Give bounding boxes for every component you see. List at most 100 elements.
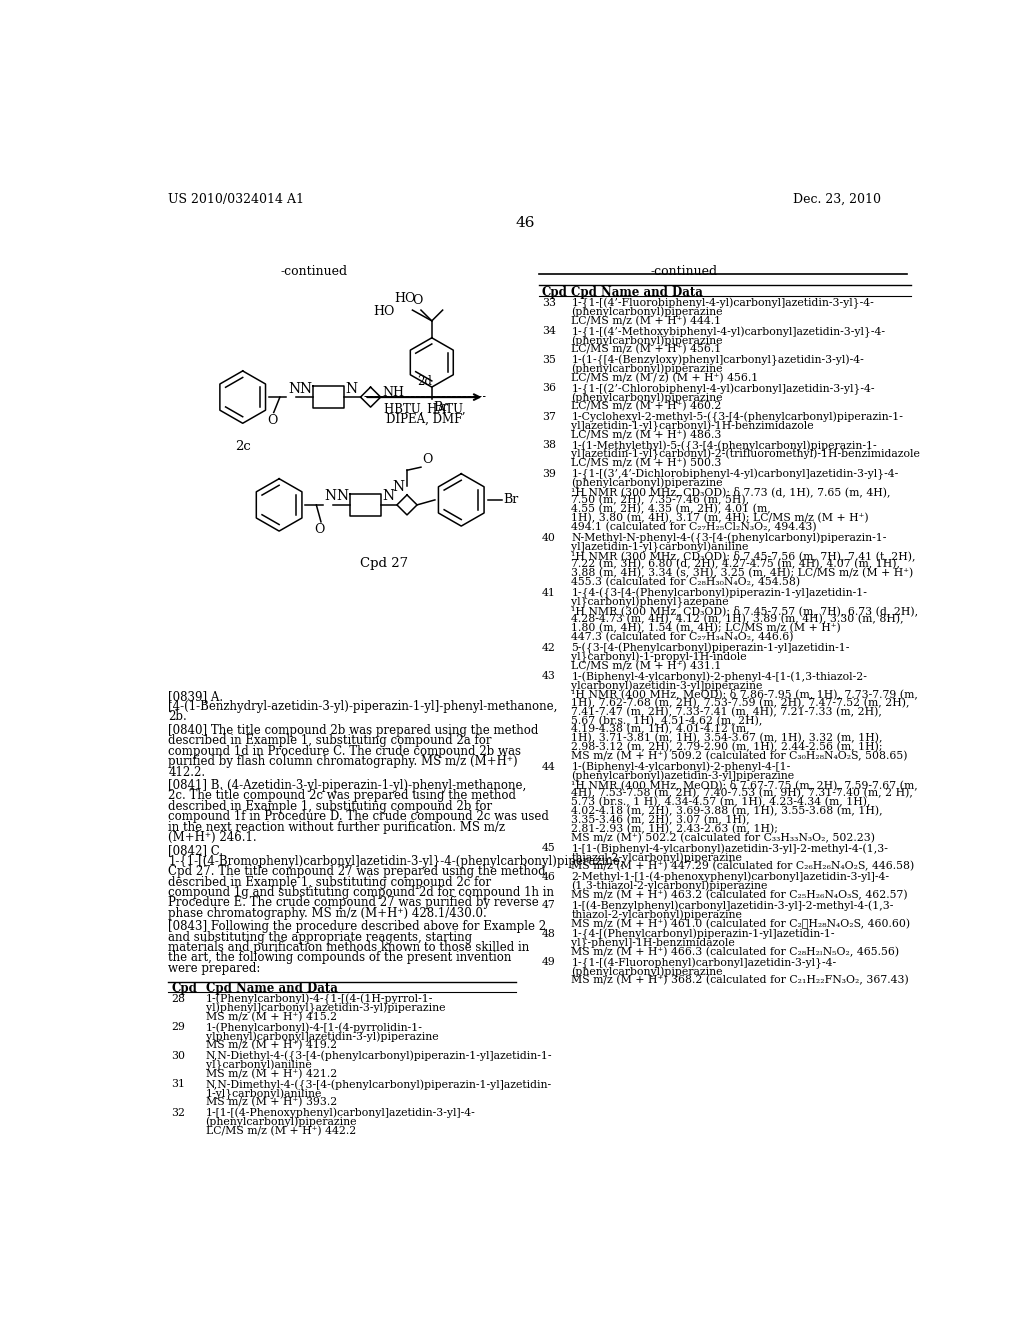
- Text: 7.22 (m, 3H), 6.80 (d, 2H), 4.27-4.75 (m, 4H), 4.07 (m, 1H),: 7.22 (m, 3H), 6.80 (d, 2H), 4.27-4.75 (m…: [571, 560, 900, 569]
- Text: 1-{1-[(4’-Methoxybiphenyl-4-yl)carbonyl]azetidin-3-yl}-4-: 1-{1-[(4’-Methoxybiphenyl-4-yl)carbonyl]…: [571, 326, 886, 338]
- Text: the art, the following compounds of the present invention: the art, the following compounds of the …: [168, 952, 512, 965]
- Text: Cpd: Cpd: [171, 982, 198, 995]
- Text: Cpd Name and Data: Cpd Name and Data: [206, 982, 337, 995]
- Text: LC/MS m/z (M + H⁺) 442.2: LC/MS m/z (M + H⁺) 442.2: [206, 1126, 355, 1135]
- Text: 2d: 2d: [417, 375, 432, 388]
- Text: 39: 39: [542, 469, 556, 479]
- Text: 1-{1-[(2’-Chlorobiphenyl-4-yl)carbonyl]azetidin-3-yl}-4-: 1-{1-[(2’-Chlorobiphenyl-4-yl)carbonyl]a…: [571, 383, 874, 395]
- Text: 36: 36: [542, 383, 556, 393]
- Text: (phenylcarbonyl)azetidin-3-yl]piperazine: (phenylcarbonyl)azetidin-3-yl]piperazine: [571, 771, 795, 781]
- Text: 3.35-3.46 (m, 2H), 3.07 (m, 1H),: 3.35-3.46 (m, 2H), 3.07 (m, 1H),: [571, 814, 750, 825]
- Text: 1H), 3.80 (m, 4H), 3.17 (m, 4H); LC/MS m/z (M + H⁺): 1H), 3.80 (m, 4H), 3.17 (m, 4H); LC/MS m…: [571, 513, 869, 523]
- Text: yl}carbonyl)aniline: yl}carbonyl)aniline: [206, 1060, 311, 1071]
- Text: 1-(Phenylcarbonyl)-4-{1-[(4-(1H-pyrrol-1-: 1-(Phenylcarbonyl)-4-{1-[(4-(1H-pyrrol-1…: [206, 994, 433, 1006]
- Text: [0843] Following the procedure described above for Example 2: [0843] Following the procedure described…: [168, 920, 547, 933]
- Text: 1-{1-[(3’,4’-Dichlorobiphenyl-4-yl)carbonyl]azetidin-3-yl}-4-: 1-{1-[(3’,4’-Dichlorobiphenyl-4-yl)carbo…: [571, 469, 898, 480]
- Text: (phenylcarbonyl)piperazine: (phenylcarbonyl)piperazine: [206, 1117, 357, 1127]
- Text: compound 1d in Procedure C. The crude compound 2b was: compound 1d in Procedure C. The crude co…: [168, 744, 521, 758]
- Text: 2b.: 2b.: [168, 710, 187, 723]
- Text: LC/MS m/z (M / z) (M + H⁺) 456.1: LC/MS m/z (M / z) (M + H⁺) 456.1: [571, 372, 759, 383]
- Text: -continued: -continued: [651, 264, 718, 277]
- Text: compound 1f in Procedure D. The crude compound 2c was used: compound 1f in Procedure D. The crude co…: [168, 810, 549, 824]
- Text: O: O: [412, 294, 422, 308]
- Text: 48: 48: [542, 929, 556, 939]
- Text: 4.55 (m, 2H), 4.35 (m, 2H), 4.01 (m,: 4.55 (m, 2H), 4.35 (m, 2H), 4.01 (m,: [571, 504, 771, 515]
- Text: described in Example 1, substituting compound 2a for: described in Example 1, substituting com…: [168, 734, 492, 747]
- Text: 494.1 (calculated for C₂₇H₂₅Cl₂N₃O₂, 494.43): 494.1 (calculated for C₂₇H₂₅Cl₂N₃O₂, 494…: [571, 521, 817, 532]
- Text: 4H), 7.53-7.58 (m, 2H), 7.40-7.53 (m, 9H), 7.31-7.40 (m, 2 H),: 4H), 7.53-7.58 (m, 2H), 7.40-7.53 (m, 9H…: [571, 788, 913, 799]
- Text: LC/MS m/z (M + H⁺) 431.1: LC/MS m/z (M + H⁺) 431.1: [571, 660, 722, 671]
- Text: 35: 35: [542, 355, 556, 364]
- Text: described in Example 1, substituting compound 2c for: described in Example 1, substituting com…: [168, 875, 492, 888]
- Text: DIPEA, DMF: DIPEA, DMF: [386, 412, 463, 425]
- Text: described in Example 1, substituting compound 2b for: described in Example 1, substituting com…: [168, 800, 493, 813]
- Text: yl}-phenyl]-1H-benzimidazole: yl}-phenyl]-1H-benzimidazole: [571, 937, 735, 949]
- Text: 1-(Biphenyl-4-ylcarbonyl)-2-phenyl-4-[1-: 1-(Biphenyl-4-ylcarbonyl)-2-phenyl-4-[1-: [571, 762, 791, 772]
- Text: [0840] The title compound 2b was prepared using the method: [0840] The title compound 2b was prepare…: [168, 723, 539, 737]
- Text: Br: Br: [433, 401, 449, 414]
- Text: MS m/z (M + H⁺) 463.2 (calculated for C₂₅H₂₆N₄O₃S, 462.57): MS m/z (M + H⁺) 463.2 (calculated for C₂…: [571, 890, 908, 900]
- Text: purified by flash column chromatography. MS m/z (M+H⁺): purified by flash column chromatography.…: [168, 755, 518, 768]
- Text: 28: 28: [171, 994, 185, 1003]
- Text: 7.50 (m, 2H), 7.35-7.46 (m, 5H),: 7.50 (m, 2H), 7.35-7.46 (m, 5H),: [571, 495, 750, 506]
- Text: 1-[1-(Biphenyl-4-ylcarbonyl)azetidin-3-yl]-2-methyl-4-(1,3-: 1-[1-(Biphenyl-4-ylcarbonyl)azetidin-3-y…: [571, 843, 888, 854]
- Text: 1.80 (m, 4H), 1.54 (m, 4H); LC/MS m/z (M + H⁺): 1.80 (m, 4H), 1.54 (m, 4H); LC/MS m/z (M…: [571, 623, 841, 634]
- Text: 2c. The title compound 2c was prepared using the method: 2c. The title compound 2c was prepared u…: [168, 789, 516, 803]
- Text: HBTU, HATU,: HBTU, HATU,: [384, 404, 465, 416]
- Text: -continued: -continued: [281, 264, 347, 277]
- Text: 45: 45: [542, 843, 556, 853]
- Text: 46: 46: [515, 216, 535, 230]
- Text: MS m/z (M + H⁺) 415.2: MS m/z (M + H⁺) 415.2: [206, 1011, 337, 1022]
- Text: yl}carbonyl)-1-propyl-1H-indole: yl}carbonyl)-1-propyl-1H-indole: [571, 652, 746, 663]
- Text: 1-{1-[(4-Fluorophenyl)carbonyl]azetidin-3-yl}-4-: 1-{1-[(4-Fluorophenyl)carbonyl]azetidin-…: [571, 957, 837, 969]
- Text: US 2010/0324014 A1: US 2010/0324014 A1: [168, 193, 304, 206]
- Text: (phenylcarbonyl)piperazine: (phenylcarbonyl)piperazine: [571, 392, 723, 403]
- Text: (phenylcarbonyl)piperazine: (phenylcarbonyl)piperazine: [571, 363, 723, 374]
- Text: (phenylcarbonyl)piperazine: (phenylcarbonyl)piperazine: [571, 966, 723, 977]
- Text: 41: 41: [542, 587, 556, 598]
- Text: thiazol-2-ylcarbonyl)piperazine: thiazol-2-ylcarbonyl)piperazine: [571, 853, 742, 863]
- Text: LC/MS m/z (M + H⁺) 486.3: LC/MS m/z (M + H⁺) 486.3: [571, 429, 722, 440]
- Text: LC/MS m/z (M + H⁺) 444.1: LC/MS m/z (M + H⁺) 444.1: [571, 315, 722, 326]
- Text: Cpd 27: Cpd 27: [359, 557, 408, 570]
- Text: (phenylcarbonyl)piperazine: (phenylcarbonyl)piperazine: [571, 478, 723, 488]
- Text: compound 1g and substituting compound 2d for compound 1h in: compound 1g and substituting compound 2d…: [168, 886, 554, 899]
- Text: 2-Methyl-1-[1-(4-phenoxyphenyl)carbonyl]azetidin-3-yl]-4-: 2-Methyl-1-[1-(4-phenoxyphenyl)carbonyl]…: [571, 871, 889, 882]
- Text: LC/MS m/z (M + H⁺) 500.3: LC/MS m/z (M + H⁺) 500.3: [571, 458, 722, 469]
- Text: 447.3 (calculated for C₂₇H₃₄N₄O₂, 446.6): 447.3 (calculated for C₂₇H₃₄N₄O₂, 446.6): [571, 632, 794, 643]
- Text: yl}carbonyl)phenyl}azepane: yl}carbonyl)phenyl}azepane: [571, 597, 729, 609]
- Text: materials and purification methods known to those skilled in: materials and purification methods known…: [168, 941, 529, 954]
- Text: MS m/z (M + H⁺) 419.2: MS m/z (M + H⁺) 419.2: [206, 1040, 337, 1051]
- Text: yl]azetidin-1-yl}carbonyl)aniline: yl]azetidin-1-yl}carbonyl)aniline: [571, 541, 749, 553]
- Text: Procedure E. The crude compound 27 was purified by reverse: Procedure E. The crude compound 27 was p…: [168, 896, 539, 909]
- Text: 4.19-4.38 (m, 1H), 4.01-4.12 (m,: 4.19-4.38 (m, 1H), 4.01-4.12 (m,: [571, 725, 750, 735]
- Text: 1H), 7.62-7.68 (m, 2H), 7.53-7.59 (m, 2H), 7.47-7.52 (m, 2H),: 1H), 7.62-7.68 (m, 2H), 7.53-7.59 (m, 2H…: [571, 698, 909, 708]
- Text: ylcarbonyl)azetidin-3-yl]piperazine: ylcarbonyl)azetidin-3-yl]piperazine: [571, 680, 763, 690]
- Text: were prepared:: were prepared:: [168, 962, 261, 975]
- Text: MS m/z (M + H⁺) 509.2 (calculated for C₃₀H₂₈N₄O₂S, 508.65): MS m/z (M + H⁺) 509.2 (calculated for C₃…: [571, 751, 908, 762]
- Text: MS m/z (M + H⁺) 368.2 (calculated for C₂₁H₂₂FN₃O₂, 367.43): MS m/z (M + H⁺) 368.2 (calculated for C₂…: [571, 975, 909, 985]
- Text: (phenylcarbonyl)piperazine: (phenylcarbonyl)piperazine: [571, 335, 723, 346]
- Text: 1-{1-[(4’-Fluorobiphenyl-4-yl)carbonyl]azetidin-3-yl}-4-: 1-{1-[(4’-Fluorobiphenyl-4-yl)carbonyl]a…: [571, 298, 874, 309]
- Text: 5.67 (br.s., 1H), 4.51-4.62 (m, 2H),: 5.67 (br.s., 1H), 4.51-4.62 (m, 2H),: [571, 715, 763, 726]
- Text: HO: HO: [373, 305, 394, 318]
- Text: ¹H NMR (300 MHz, CD₃OD): δ 7.45-7.56 (m, 7H), 7.41 (t, 2H),: ¹H NMR (300 MHz, CD₃OD): δ 7.45-7.56 (m,…: [571, 550, 915, 561]
- Text: Cpd: Cpd: [542, 286, 567, 300]
- Text: 34: 34: [542, 326, 556, 337]
- Text: 5-({3-[4-(Phenylcarbonyl)piperazin-1-yl]azetidin-1-: 5-({3-[4-(Phenylcarbonyl)piperazin-1-yl]…: [571, 643, 850, 655]
- Text: ylphenyl)carbonyl]azetidin-3-yl)piperazine: ylphenyl)carbonyl]azetidin-3-yl)piperazi…: [206, 1031, 438, 1041]
- Text: thiazol-2-ylcarbonyl)piperazine: thiazol-2-ylcarbonyl)piperazine: [571, 909, 742, 920]
- Text: N,N-Dimethyl-4-({3-[4-(phenylcarbonyl)piperazin-1-yl]azetidin-: N,N-Dimethyl-4-({3-[4-(phenylcarbonyl)pi…: [206, 1080, 552, 1090]
- Text: N-Methyl-N-phenyl-4-({3-[4-(phenylcarbonyl)piperazin-1-: N-Methyl-N-phenyl-4-({3-[4-(phenylcarbon…: [571, 533, 887, 544]
- Text: N: N: [289, 381, 301, 396]
- Text: NH: NH: [382, 385, 404, 399]
- Text: [4-(1-Benzhydryl-azetidin-3-yl)-piperazin-1-yl]-phenyl-methanone,: [4-(1-Benzhydryl-azetidin-3-yl)-piperazi…: [168, 700, 558, 713]
- Text: 29: 29: [171, 1022, 185, 1032]
- Text: N: N: [382, 490, 394, 503]
- Text: [0842] C.: [0842] C.: [168, 845, 223, 858]
- Text: 1-yl}carbonyl)aniline: 1-yl}carbonyl)aniline: [206, 1088, 322, 1100]
- Text: 1-{4-[(Phenylcarbonyl)piperazin-1-yl]azetidin-1-: 1-{4-[(Phenylcarbonyl)piperazin-1-yl]aze…: [571, 929, 835, 940]
- Text: 1-{1-[(4-Bromophenyl)carbonyl]azetidin-3-yl}-4-(phenylcarbonyl)piperazine,: 1-{1-[(4-Bromophenyl)carbonyl]azetidin-3…: [168, 855, 624, 867]
- Text: 1-Cyclohexyl-2-methyl-5-({3-[4-(phenylcarbonyl)piperazin-1-: 1-Cyclohexyl-2-methyl-5-({3-[4-(phenylca…: [571, 412, 903, 424]
- Text: 5.73 (br.s., 1 H), 4.34-4.57 (m, 1H), 4.23-4.34 (m, 1H),: 5.73 (br.s., 1 H), 4.34-4.57 (m, 1H), 4.…: [571, 797, 870, 808]
